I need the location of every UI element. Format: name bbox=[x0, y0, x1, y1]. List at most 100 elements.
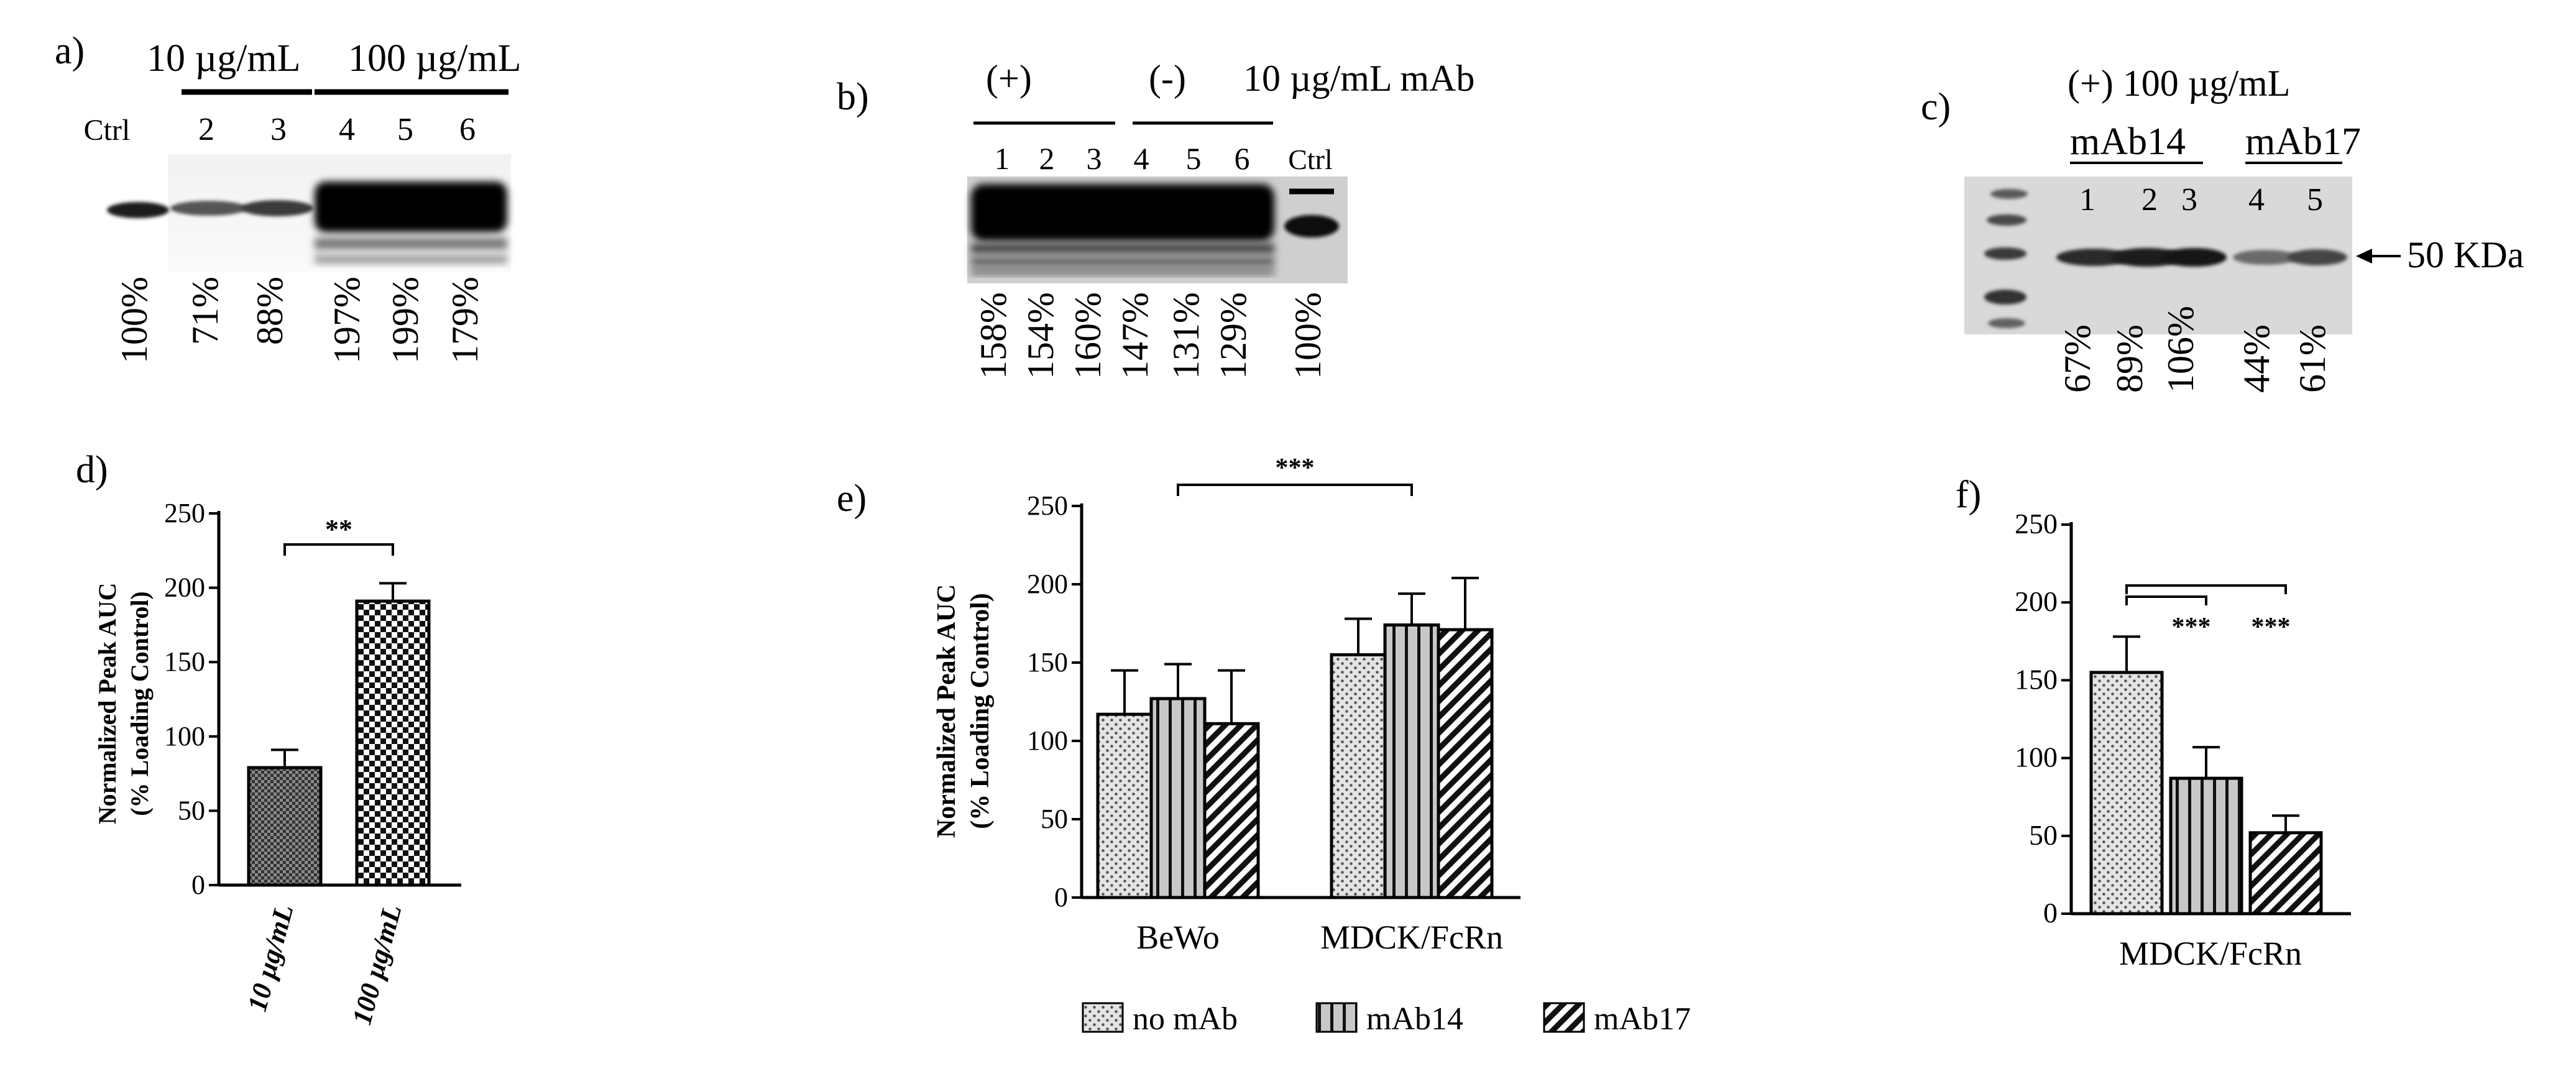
panel-c-group-1-label: mAb14 bbox=[2070, 121, 2186, 163]
panel-b-percentage: 147% bbox=[1115, 292, 1156, 379]
panel-f-label: f) bbox=[1956, 474, 1981, 516]
panel-b-lane-number: 2 bbox=[1039, 141, 1055, 176]
panel-f-significance-label: *** bbox=[2252, 613, 2291, 641]
panel-c-label: c) bbox=[1921, 86, 1951, 128]
panel-b-percentage: 100% bbox=[1287, 292, 1328, 379]
panel-b-lane-number: 5 bbox=[1186, 141, 1202, 176]
panel-d-bar bbox=[247, 766, 323, 887]
legend: no mAb mAb14 mAb17 bbox=[1082, 1001, 1691, 1037]
panel-c: c) (+) 100 µg/mL mAb14 mAb17 1 2 3 4 5 5… bbox=[1921, 63, 2524, 393]
panel-a-percentage: 199% bbox=[385, 277, 426, 364]
panel-b-percentage: 129% bbox=[1213, 292, 1254, 379]
panel-f-y-tick-label: 200 bbox=[2015, 586, 2058, 617]
panel-d-y-tick-label: 100 bbox=[164, 721, 205, 751]
panel-e-bar bbox=[1096, 712, 1153, 899]
panel-b-group-1-label: (+) bbox=[986, 58, 1032, 99]
panel-a-percentage: 197% bbox=[326, 277, 367, 364]
panel-c-percentage: 67% bbox=[2057, 324, 2098, 393]
panel-a-group-2-label: 100 µg/mL bbox=[348, 37, 522, 80]
legend-swatch-mab17 bbox=[1543, 1002, 1585, 1033]
panel-e: e) Normalized Peak AUC (% Loading Contro… bbox=[837, 454, 1520, 956]
panel-f-significance-bracket bbox=[2125, 584, 2287, 594]
panel-e-y-tick-label: 100 bbox=[1027, 725, 1068, 756]
panel-b-lane-number: 3 bbox=[1087, 141, 1102, 176]
panel-c-percentage: 61% bbox=[2292, 324, 2333, 393]
panel-d-y-tick-label: 0 bbox=[191, 870, 205, 900]
panel-e-x-tick-label: MDCK/FcRn bbox=[1320, 919, 1503, 956]
panel-e-bar bbox=[1203, 722, 1260, 899]
panel-c-marker-label: 50 KDa bbox=[2407, 234, 2524, 275]
panel-f-bar bbox=[2248, 831, 2323, 916]
panel-e-significance-bracket bbox=[1177, 484, 1413, 496]
panel-d-ylabel-line-2: (% Loading Control) bbox=[126, 591, 154, 816]
panel-e-significance-label: *** bbox=[1276, 454, 1315, 482]
panel-b-ctrl-label: Ctrl bbox=[1288, 144, 1333, 175]
panel-e-y-tick-label: 200 bbox=[1027, 569, 1068, 599]
panel-f: f) 0 50 100 150 200 250 MDCK/FcRn *** *** bbox=[1956, 474, 2351, 972]
panel-b-lane-number: 4 bbox=[1134, 141, 1149, 176]
panel-f-bar bbox=[2169, 776, 2243, 916]
panel-c-lane-number: 2 bbox=[2141, 182, 2158, 218]
panel-f-y-tick-label: 0 bbox=[2043, 897, 2058, 929]
panel-b-percentage: 160% bbox=[1067, 292, 1108, 379]
panel-d-y-tick-label: 200 bbox=[164, 572, 205, 603]
panel-e-plot: 0 50 100 150 200 250 BeWo MDCK/FcRn *** bbox=[1027, 454, 1520, 956]
panel-e-label: e) bbox=[837, 477, 867, 520]
panel-f-plot: 0 50 100 150 200 250 MDCK/FcRn *** *** bbox=[2015, 508, 2351, 972]
panel-d-bar bbox=[355, 599, 431, 887]
legend-label-mab17: mAb17 bbox=[1594, 1001, 1691, 1037]
panel-b-percentage: 131% bbox=[1166, 292, 1207, 379]
panel-b-blot bbox=[967, 177, 1348, 283]
panel-c-lane-number: 3 bbox=[2181, 182, 2197, 218]
legend-swatch-no-mab bbox=[1082, 1002, 1124, 1033]
panel-b-lane-number: 1 bbox=[995, 141, 1010, 176]
panel-a-label: a) bbox=[55, 30, 85, 72]
panel-b-label: b) bbox=[837, 76, 869, 118]
panel-f-significance-bracket bbox=[2125, 595, 2207, 605]
panel-c-percentage: 106% bbox=[2160, 306, 2201, 393]
panel-e-bar bbox=[1330, 653, 1387, 899]
panel-f-y-tick-label: 150 bbox=[2015, 663, 2058, 695]
legend-label-no-mab: no mAb bbox=[1133, 1001, 1238, 1037]
panel-a-lane-number: 6 bbox=[459, 112, 476, 147]
panel-b-condition-label: 10 µg/mL mAb bbox=[1243, 58, 1474, 99]
panel-d-y-tick-label: 50 bbox=[178, 795, 205, 825]
panel-b-percentage: 158% bbox=[973, 292, 1014, 379]
panel-f-significance-label: *** bbox=[2172, 613, 2211, 641]
panel-c-lane-number: 1 bbox=[2079, 182, 2095, 218]
panel-c-lane-number: 5 bbox=[2307, 182, 2323, 218]
panel-a-percentage: 100% bbox=[114, 277, 155, 364]
panel-b: b) (+) (-) 10 µg/mL mAb 1 2 3 4 5 6 Ctrl… bbox=[837, 58, 1474, 379]
panel-a-lane-number: 2 bbox=[198, 112, 214, 147]
panel-c-group-2-label: mAb17 bbox=[2245, 121, 2361, 163]
panel-d-plot: 0 50 100 150 200 250 10 µg/mL 100 µg/mL ** bbox=[164, 498, 461, 1028]
panel-e-bar bbox=[1149, 697, 1207, 899]
panel-e-y-tick-label: 150 bbox=[1027, 647, 1068, 678]
panel-e-ylabel-line-1: Normalized Peak AUC bbox=[932, 584, 961, 838]
panel-d-x-tick-label: 100 µg/mL bbox=[346, 901, 407, 1028]
panel-e-ylabel-line-2: (% Loading Control) bbox=[966, 593, 995, 829]
panel-e-y-tick-label: 50 bbox=[1041, 804, 1068, 834]
panel-a-lane-number: 3 bbox=[270, 112, 287, 147]
panel-e-y-tick-label: 0 bbox=[1054, 882, 1068, 912]
legend-swatch-mab14 bbox=[1315, 1002, 1358, 1033]
panel-f-x-tick-label: MDCK/FcRn bbox=[2119, 935, 2302, 972]
panel-c-marker-arrow bbox=[2356, 249, 2401, 264]
panel-c-lane-number: 4 bbox=[2248, 182, 2265, 218]
panel-d-ylabel-line-1: Normalized Peak AUC bbox=[93, 583, 121, 825]
panel-a-lane-number: 4 bbox=[339, 112, 355, 147]
panel-d: d) Normalized Peak AUC (% Loading Contro… bbox=[76, 449, 461, 1028]
panel-a-group-1-label: 10 µg/mL bbox=[147, 37, 301, 80]
panel-d-significance-label: ** bbox=[325, 514, 352, 544]
panel-d-y-tick-label: 250 bbox=[164, 498, 205, 528]
panel-b-lane-number: 6 bbox=[1235, 141, 1250, 176]
panel-c-condition-label: (+) 100 µg/mL bbox=[2068, 63, 2290, 104]
panel-e-y-tick-label: 250 bbox=[1027, 490, 1068, 521]
panel-f-bar bbox=[2089, 671, 2164, 916]
panel-a-percentage: 88% bbox=[249, 277, 290, 345]
panel-a-blot bbox=[106, 154, 511, 272]
panel-a-percentage: 179% bbox=[444, 277, 485, 364]
panel-b-group-2-label: (-) bbox=[1149, 58, 1186, 99]
panel-e-bar bbox=[1437, 628, 1494, 899]
